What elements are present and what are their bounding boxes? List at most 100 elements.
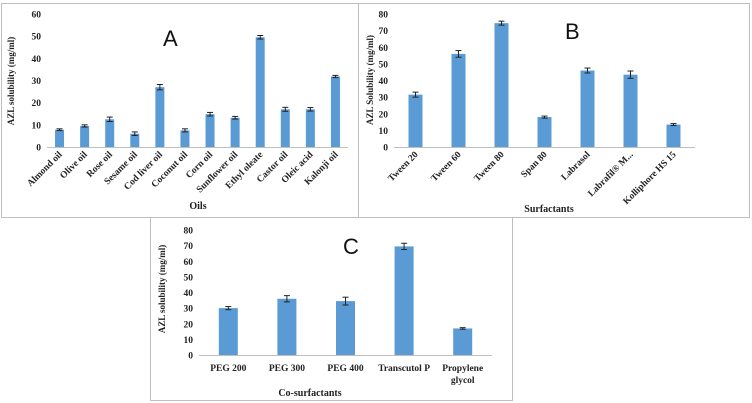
chart-panel-b: B AZL Solubility (mg/ml) Surfactants 0 10… [365,11,695,215]
panel-b-error-bar-4 [584,67,591,74]
panel-b-x-tick-2: Tween 80 [473,150,507,184]
panel-c-x-tick-2: PEG 400 [327,364,363,374]
panel-b-x-tick-4: Labrasol [560,150,593,183]
panel-a-error-bar-8 [257,35,264,40]
panel-c-error-bar-0 [225,306,232,311]
panel-a-error-bar-0 [56,128,63,132]
panel-c-letter: C [343,234,359,259]
panel-b-y-tick-8: 80 [379,11,389,21]
panel-a-bar-9 [280,109,290,147]
panel-b-bar-6 [666,124,681,147]
panel-a-error-bar-11 [332,74,339,79]
panel-c-y-tick-6: 60 [184,258,194,268]
panel-a-y-axis-label: AZL solubility (mg/ml) [6,37,16,126]
panel-b-error-bar-0 [412,91,419,98]
panel-a-error-bar-9 [282,106,289,112]
chart-panel-c: C AZL solubility (mg/ml) Co-surfactants … [157,227,492,399]
panel-a-y-tick-0: 0 [36,144,41,154]
panel-c-y-tick-4: 40 [184,289,194,299]
panel-c-y-tick-5: 50 [184,273,194,283]
panel-a-bar-5 [180,130,190,147]
panel-c-bar-4 [453,328,473,355]
panel-c-error-bar-1 [283,295,290,303]
panel-a-bar-2 [105,119,115,147]
panel-c-y-tick-7: 70 [184,242,194,252]
panel-a-y-tick-5: 50 [32,33,42,43]
panel-b-frame [358,3,750,218]
panel-c-frame [150,217,513,401]
panel-a-y-tick-4: 40 [32,55,42,65]
panel-c-x-axis-label: Co-surfactants [278,388,341,399]
panel-c-error-bar-2 [342,296,349,306]
panel-b-y-tick-3: 30 [379,94,389,104]
panel-a-bar-7 [230,117,240,147]
panel-c-x-tick-3: Transcutol P [378,364,430,374]
panel-a-error-bar-10 [307,107,314,112]
panel-a-error-bar-5 [181,128,188,133]
panel-a-error-bar-4 [156,83,163,91]
panel-b-error-bar-2 [498,20,505,26]
panel-a-error-bar-1 [81,124,88,128]
panel-a-error-bar-2 [106,116,113,123]
panel-b-y-tick-0: 0 [383,144,388,154]
panel-b-y-tick-2: 20 [379,110,389,120]
panel-b-error-bar-6 [670,123,677,127]
panel-b-x-tick-3: Span 80 [520,150,550,180]
panel-c-x-tick-1: PEG 300 [269,364,305,374]
panel-a-x-tick-0: Almond oil [26,150,65,189]
panel-a-error-bar-6 [207,111,214,117]
panel-b-error-bar-1 [455,50,462,58]
panel-b-y-tick-7: 70 [379,27,389,37]
panel-a-x-axis-label: Oils [189,201,206,212]
panel-c-x-tick-4: Propylene glycol [442,364,483,386]
panel-b-x-tick-1: Tween 60 [430,150,464,184]
panel-b-x-tick-5: Labrafil® M... [586,149,636,199]
panel-c-bar-1 [277,298,297,355]
panel-b-letter: B [565,19,580,44]
panel-b-y-tick-5: 50 [379,60,389,70]
panel-c-y-tick-8: 80 [184,227,194,237]
panel-b-error-bar-3 [541,115,548,119]
panel-a-bar-4 [155,87,165,147]
panel-b-bar-3 [537,117,552,147]
panel-c-y-axis-label: AZL solubility (mg/ml) [157,245,167,334]
panel-a-error-bar-3 [131,131,138,136]
panel-a-error-bar-7 [232,115,239,120]
panel-a-frame [1,3,359,218]
panel-c-bar-3 [394,246,414,355]
panel-b-y-tick-6: 60 [379,44,389,54]
panel-a-y-tick-6: 60 [32,11,42,21]
panel-a-y-tick-3: 30 [32,77,42,87]
panel-a-bar-6 [205,114,215,147]
panel-b-y-axis-label: AZL Solubility (mg/ml) [365,35,375,125]
panel-b-bar-2 [494,23,509,147]
panel-a-bar-1 [80,125,90,147]
chart-panel-a: A AZL solubility (mg/ml) Oils 0 10 20 30 40 5… [6,11,348,212]
panel-c-y-tick-3: 30 [184,305,194,315]
panel-b-x-tick-0: Tween 20 [387,150,421,184]
panel-c-x-tick-0: PEG 200 [210,364,246,374]
panel-a-x-tick-1: Olive oil [59,150,90,181]
panel-b-bar-0 [408,94,423,147]
panel-a-y-tick-2: 20 [32,99,42,109]
panel-c-error-bar-3 [401,242,408,251]
panel-b-y-tick-4: 40 [379,77,389,87]
panel-b-y-tick-1: 10 [379,127,389,137]
panel-a-bar-8 [255,37,265,147]
panel-b-error-bar-5 [627,70,634,79]
panel-b-bar-5 [623,74,638,147]
panel-c-y-tick-0: 0 [188,352,193,362]
panel-b-bar-1 [451,53,466,147]
panel-b-bar-4 [580,70,595,147]
panel-a-y-tick-1: 10 [32,121,42,131]
panel-a-bar-0 [55,129,65,147]
panel-a-letter: A [163,26,178,51]
panel-a-bar-3 [130,133,140,147]
panel-c-bar-2 [336,301,355,355]
panel-c-y-tick-1: 10 [184,336,194,346]
panel-a-bar-11 [330,76,340,147]
panel-a-bar-10 [305,109,315,147]
panel-c-y-tick-2: 20 [184,320,194,330]
panel-c-error-bar-4 [459,327,466,330]
